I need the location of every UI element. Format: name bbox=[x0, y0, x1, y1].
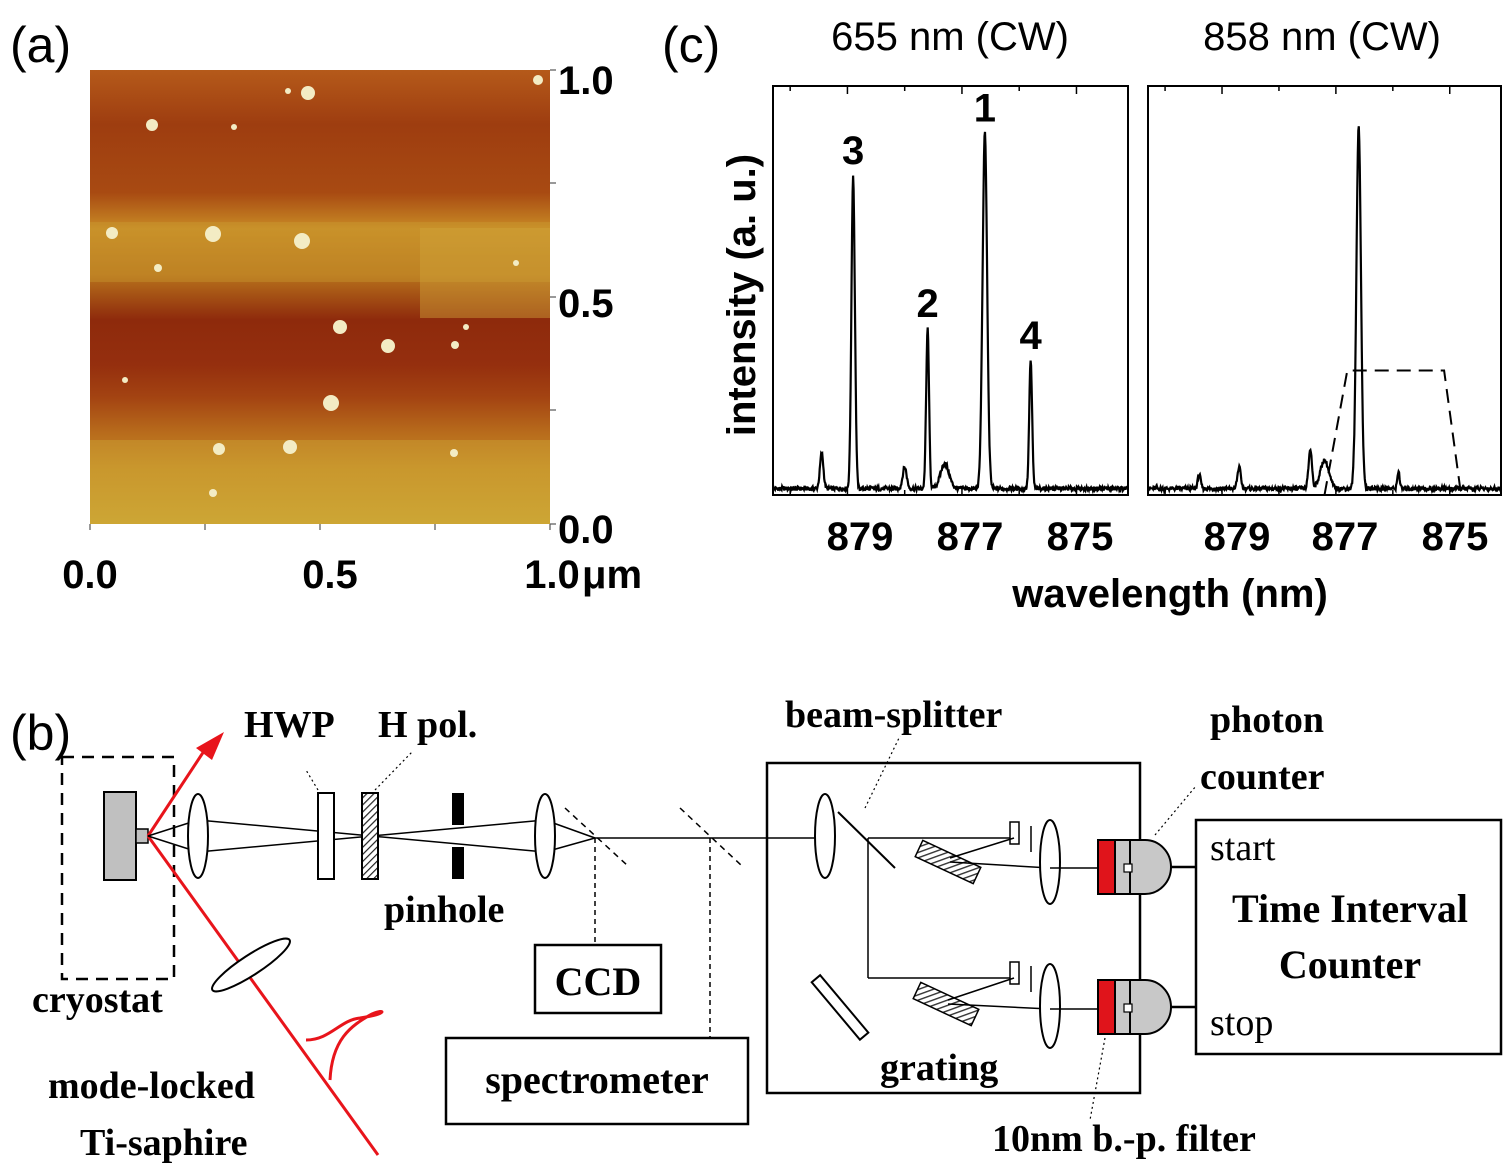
hbt-input-lens bbox=[814, 793, 836, 879]
afm-ytick: 0.0 bbox=[558, 508, 614, 552]
filter-window-line bbox=[1323, 369, 1463, 496]
x-axis-label: wavelength (nm) bbox=[1011, 572, 1328, 616]
panel-b: (b) cryostat mode-locked Ti-saphire bbox=[10, 694, 1503, 1164]
grating-lower bbox=[912, 981, 980, 1027]
spectrum-2: 879 877 875 bbox=[1147, 85, 1502, 559]
afm-xtick: 0.0 bbox=[62, 553, 118, 597]
photon-counter-start bbox=[1097, 839, 1172, 895]
bandpass-filter-upper bbox=[1097, 839, 1116, 895]
x-tick-label: 875 bbox=[1422, 515, 1489, 559]
x-tick-label: 879 bbox=[1204, 515, 1271, 559]
cryostat-box bbox=[60, 755, 176, 981]
peak-label-4: 4 bbox=[1020, 314, 1043, 358]
panel-c-label: (c) bbox=[662, 17, 720, 73]
beam-splitter-label: beam-splitter bbox=[785, 694, 1003, 736]
afm-xtick: 0.5 bbox=[302, 553, 358, 597]
spectrum-1-peak-labels: 3 2 1 4 bbox=[842, 86, 1042, 358]
focus-lens bbox=[211, 937, 291, 993]
stop-label: stop bbox=[1210, 1002, 1273, 1044]
spectrum-1: 3 2 1 4 879 877 875 bbox=[771, 85, 1129, 559]
sample bbox=[103, 791, 137, 881]
collection-beam bbox=[147, 819, 825, 853]
flip-mirror-spectrometer bbox=[679, 807, 743, 867]
ccd-label: CCD bbox=[555, 959, 642, 1004]
beam-splitter bbox=[837, 811, 896, 869]
spectrum-2-title: 858 nm (CW) bbox=[1203, 15, 1441, 59]
photon-counter-label-2: counter bbox=[1200, 756, 1325, 798]
hwp-label: HWP bbox=[244, 704, 335, 746]
focus-lens-upper bbox=[1039, 819, 1061, 905]
tic-label-2: Counter bbox=[1279, 942, 1421, 987]
x-tick-label: 875 bbox=[1047, 515, 1114, 559]
time-interval-counter-box bbox=[1194, 818, 1503, 1056]
tic-label-1: Time Interval bbox=[1232, 886, 1468, 931]
pinhole-lower bbox=[1009, 961, 1020, 985]
spectrum-2-frame bbox=[1147, 85, 1502, 496]
spectrum-1-line bbox=[771, 131, 1129, 495]
afm-xtick: 1.0 bbox=[524, 553, 580, 597]
spectrometer-label: spectrometer bbox=[485, 1057, 709, 1102]
photon-counter-label-1: photon bbox=[1210, 699, 1324, 741]
grating-label: grating bbox=[880, 1047, 998, 1089]
afm-ytick: 1.0 bbox=[558, 59, 614, 103]
h-polarizer bbox=[361, 792, 379, 880]
sample-holder bbox=[135, 828, 149, 844]
x-tick-label: 877 bbox=[937, 515, 1004, 559]
laser-label-1: mode-locked bbox=[48, 1065, 255, 1107]
pinhole-bottom bbox=[452, 847, 464, 879]
imaging-lens bbox=[534, 793, 556, 879]
peak-label-3: 3 bbox=[842, 129, 864, 173]
peak-label-1: 1 bbox=[974, 86, 996, 130]
afm-ytick: 0.5 bbox=[558, 282, 614, 326]
afm-ticks bbox=[89, 69, 556, 530]
laser-beam bbox=[146, 732, 384, 1156]
flip-mirror-ccd bbox=[564, 807, 629, 867]
panel-a-label: (a) bbox=[10, 17, 71, 73]
y-axis-label: intensity (a. u.) bbox=[720, 154, 764, 436]
start-label: start bbox=[1210, 827, 1276, 869]
laser-label-2: Ti-saphire bbox=[80, 1122, 248, 1164]
pinhole-label: pinhole bbox=[384, 889, 504, 931]
collimating-lens bbox=[187, 793, 209, 879]
pinhole-upper bbox=[1009, 821, 1020, 845]
bandpass-filter-lower bbox=[1097, 979, 1116, 1035]
grating-upper bbox=[914, 839, 982, 885]
afm-x-unit: μm bbox=[582, 553, 642, 597]
cryostat-label: cryostat bbox=[32, 979, 163, 1021]
hpol-label: H pol. bbox=[378, 704, 477, 746]
x-tick-label: 877 bbox=[1312, 515, 1379, 559]
pulse-shape bbox=[305, 1010, 384, 1081]
x-tick-label: 879 bbox=[827, 515, 894, 559]
hwp bbox=[317, 792, 335, 880]
quantum-dots bbox=[106, 75, 543, 497]
panel-c: (c) 655 nm (CW) 858 nm (CW) intensity (a… bbox=[662, 15, 1502, 616]
hbt-box bbox=[765, 761, 1142, 1095]
mirror bbox=[810, 973, 870, 1042]
panel-b-label: (b) bbox=[10, 705, 71, 761]
spectrum-2-ticks bbox=[1164, 86, 1451, 495]
spectrometer-box bbox=[444, 1036, 750, 1126]
focus-lens-lower bbox=[1039, 963, 1061, 1049]
photon-counter-stop bbox=[1097, 979, 1172, 1035]
ccd-box bbox=[533, 943, 663, 1015]
panel-a: (a) bbox=[10, 17, 642, 597]
filter-label: 10nm b.-p. filter bbox=[992, 1118, 1256, 1160]
spectrum-2-line bbox=[1147, 126, 1502, 495]
pinhole-top bbox=[452, 793, 464, 825]
spectrum-1-frame bbox=[772, 85, 1129, 496]
spectrum-1-title: 655 nm (CW) bbox=[831, 15, 1069, 59]
afm-image bbox=[90, 70, 550, 524]
peak-label-2: 2 bbox=[916, 282, 938, 326]
